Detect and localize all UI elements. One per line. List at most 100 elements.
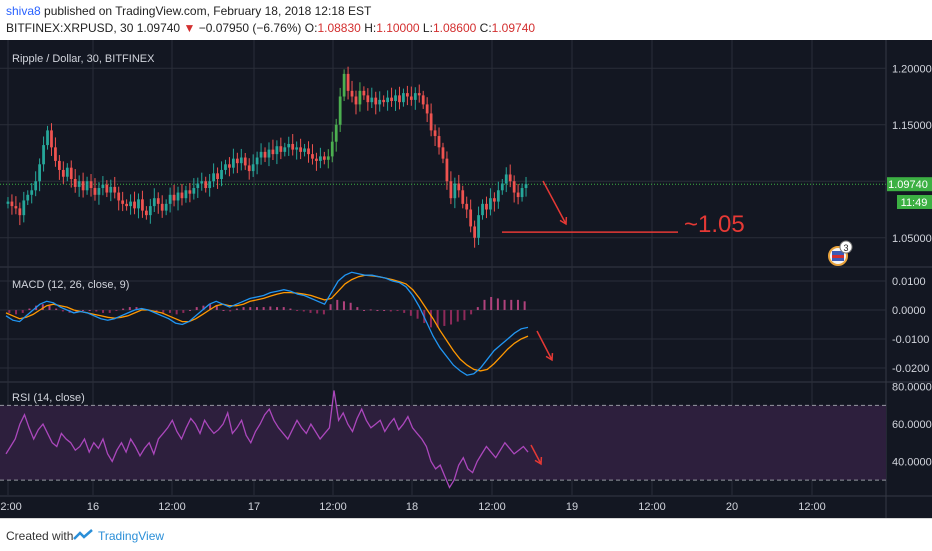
candle-body [370, 97, 374, 103]
down-arrow-icon: ▼ [183, 21, 196, 35]
macd-histogram-bar [309, 310, 312, 313]
time-box [897, 195, 932, 209]
macd-line [5, 271, 529, 376]
candle-body [342, 73, 346, 97]
macd-histogram-bar [483, 299, 486, 311]
candle-body [243, 157, 247, 166]
candle-body [524, 184, 528, 189]
macd-histogram-bar [463, 310, 466, 321]
macd-histogram-bar [162, 310, 165, 313]
candle-body [81, 181, 85, 191]
macd-histogram-bar [349, 302, 352, 311]
candle-body [334, 124, 338, 142]
macd-plot [5, 271, 529, 376]
macd-tick-label: 0.0100 [892, 276, 926, 288]
rsi-title: RSI (14, close) [12, 392, 85, 404]
x-tick-label: 12:00 [319, 501, 347, 513]
candle-body [204, 181, 208, 189]
macd-histogram-bar [510, 299, 513, 311]
candle-body [73, 178, 77, 187]
candle-body [496, 190, 500, 202]
macd-histogram-bar [155, 310, 158, 312]
candle-body [516, 192, 520, 198]
candle-body [220, 169, 223, 179]
candle-body [307, 148, 310, 155]
candle-body [42, 145, 45, 165]
candle-body [212, 173, 215, 182]
candle-body [291, 143, 295, 150]
candle-body [235, 158, 239, 164]
macd-histogram-bar [363, 310, 366, 312]
rsi-plot [5, 390, 529, 489]
macd-histogram-bar [282, 307, 285, 311]
candle-body [109, 186, 113, 193]
candle-body [129, 201, 132, 207]
macd-histogram-bar [8, 310, 11, 313]
chart-title: Ripple / Dollar, 30, BITFINEX [12, 53, 155, 65]
candle-body [382, 99, 386, 103]
tradingview-link[interactable]: TradingView [98, 529, 165, 543]
candle-body [429, 113, 433, 131]
candle-body [485, 203, 488, 210]
author-link[interactable]: shiva8 [6, 4, 41, 18]
low-label: L: [422, 21, 433, 35]
candle-body [275, 146, 279, 155]
candle-body [477, 215, 480, 238]
macd-histogram-bar [55, 308, 58, 311]
macd-histogram-bar [222, 310, 225, 312]
candle-body [417, 93, 421, 96]
time-tag: 11:49 [901, 197, 928, 209]
candle-body [366, 95, 370, 103]
last-price-value: 1.09740 [136, 21, 181, 35]
candle-body [196, 183, 200, 189]
candle-body [512, 181, 516, 193]
macd-histogram-bar [302, 310, 305, 312]
change-value: −0.07950 (−6.76%) [198, 21, 302, 35]
candle-body [338, 96, 342, 125]
candle-body [279, 146, 283, 152]
macd-histogram-bar [329, 304, 332, 311]
candle-body [180, 192, 184, 199]
candle-body [34, 181, 38, 191]
candle-body [346, 73, 350, 91]
candle-body [156, 198, 160, 204]
event-badge[interactable]: 3 [828, 240, 853, 266]
macd-histogram-bar [15, 310, 18, 315]
candle-body [267, 149, 271, 158]
candle-body [184, 190, 188, 199]
trading-chart[interactable]: 12:00 16 12:00 17 12:00 18 12:00 19 12:00 20 12:00… [0, 40, 932, 518]
rsi-tick-label: 80.0000 [892, 382, 932, 394]
price-tick-label: 1.05000 [892, 233, 932, 245]
candle-body [105, 184, 109, 193]
price-down-arrow [542, 180, 567, 225]
candle-body [200, 181, 204, 184]
macd-histogram-bar [416, 310, 419, 319]
close-label: C: [479, 21, 492, 35]
candle-body [259, 151, 263, 158]
macd-histogram-bar [336, 299, 339, 311]
candle-body [449, 181, 453, 199]
macd-histogram-bar [383, 310, 386, 312]
candle-body [50, 130, 53, 148]
candle-body [378, 99, 382, 105]
macd-histogram-bar [229, 310, 232, 312]
macd-histogram-bar [75, 310, 78, 313]
candle-body [46, 130, 49, 146]
candle-body [85, 181, 89, 191]
candle-body [113, 186, 117, 193]
close-value: 1.09740 [491, 21, 536, 35]
publish-info: published on TradingView.com, February 1… [40, 4, 372, 18]
x-tick-label: 12:00 [798, 501, 826, 513]
candle-body [457, 183, 461, 191]
rsi-down-arrow-head [534, 456, 543, 466]
annotations [502, 180, 678, 466]
candle-body [18, 208, 22, 216]
macd-tick-label: 0.0000 [892, 305, 926, 317]
macd-histogram-bar [456, 310, 459, 322]
open-value: 1.08830 [317, 21, 361, 35]
candle-body [489, 198, 492, 210]
open-label: O: [304, 21, 318, 35]
macd-histogram-bar [403, 310, 406, 313]
candle-body [326, 156, 330, 160]
candle-body [77, 181, 81, 187]
